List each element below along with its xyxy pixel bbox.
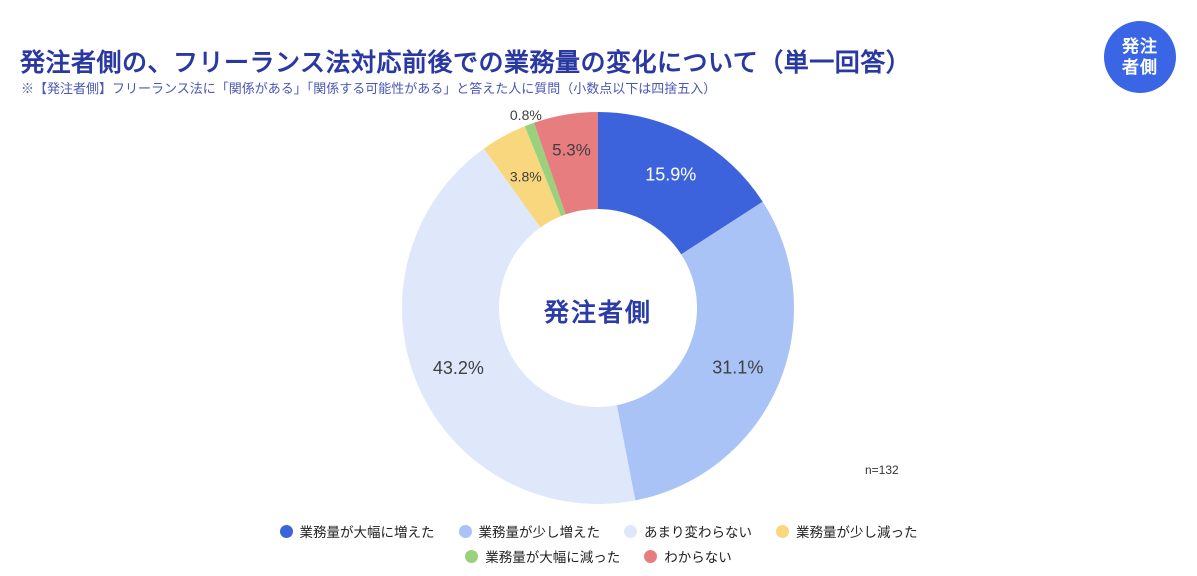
sample-size-label: n=132 bbox=[865, 463, 899, 477]
legend-dot-icon bbox=[458, 524, 472, 538]
badge-line-2: 者側 bbox=[1122, 58, 1158, 77]
legend-item-4: 業務量が大幅に減った bbox=[465, 546, 620, 566]
pie-slice-value-label-4: 0.8% bbox=[510, 107, 542, 123]
pie-slice-value-label-2: 43.2% bbox=[433, 358, 484, 378]
pie-slice-5 bbox=[533, 112, 598, 215]
chart-legend: 業務量が大幅に増えた 業務量が少し増えた あまり変わらない 業務量が少し減った業務量が… bbox=[249, 521, 949, 566]
legend-item-0: 業務量が大幅に増えた bbox=[279, 521, 435, 541]
legend-item-5: わからない bbox=[644, 546, 732, 566]
legend-label: わからない bbox=[664, 550, 732, 565]
pie-slice-3 bbox=[483, 126, 562, 228]
legend-label: 業務量が少し減った bbox=[796, 525, 918, 540]
legend-item-1: 業務量が少し増えた bbox=[458, 521, 601, 541]
pie-slice-4 bbox=[524, 122, 566, 217]
pie-slice-value-label-0: 15.9% bbox=[645, 165, 696, 185]
legend-item-3: 業務量が少し減った bbox=[776, 521, 918, 541]
orderer-side-badge: 発注 者側 bbox=[1104, 21, 1176, 93]
pie-slice-2 bbox=[401, 148, 636, 505]
legend-item-2: あまり変わらない bbox=[624, 521, 752, 541]
badge-line-1: 発注 bbox=[1122, 36, 1158, 56]
pie-slice-1 bbox=[616, 201, 794, 501]
legend-label: 業務量が大幅に増えた bbox=[299, 525, 435, 540]
chart-center-label: 発注者側 bbox=[543, 299, 652, 327]
legend-dot-icon bbox=[644, 549, 658, 563]
legend-dot-icon bbox=[279, 524, 293, 538]
legend-dot-icon bbox=[465, 549, 479, 563]
page-subtitle: ※【発注者側】フリーランス法に「関係がある」「関係する可能性がある」と答えた人に… bbox=[21, 81, 717, 96]
pie-slice-value-label-5: 5.3% bbox=[552, 141, 591, 160]
legend-label: 業務量が少し増えた bbox=[478, 525, 601, 540]
donut-chart: 15.9% 31.1% 43.2% 3.8% 0.8% 5.3% bbox=[401, 107, 794, 505]
legend-dot-icon bbox=[776, 524, 789, 538]
legend-dot-icon bbox=[624, 524, 637, 538]
pie-slice-value-label-1: 31.1% bbox=[712, 358, 763, 378]
page-title: 発注者側の、フリーランス法対応前後での業務量の変化について（単一回答） bbox=[20, 48, 912, 77]
pie-slice-0 bbox=[598, 112, 763, 255]
legend-label: あまり変わらない bbox=[644, 525, 752, 540]
legend-label: 業務量が大幅に減った bbox=[485, 550, 621, 565]
pie-slice-value-label-3: 3.8% bbox=[510, 169, 542, 185]
